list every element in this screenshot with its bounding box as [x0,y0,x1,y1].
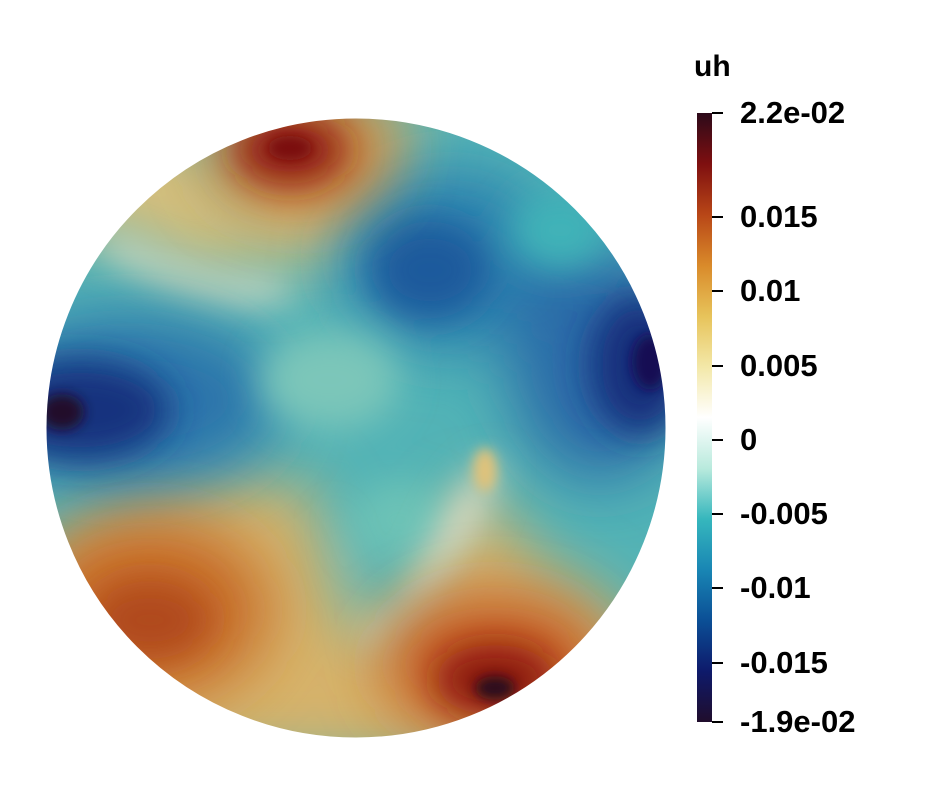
colorbar-tick-label: -0.01 [740,570,811,606]
colorbar-tick [712,438,723,441]
colorbar-tick-label: -0.015 [740,644,828,680]
colorbar-tick [712,290,723,293]
colorbar-title: uh [694,50,731,83]
colorbar-tick-label: 0.01 [740,273,801,309]
colorbar-tick [712,364,723,367]
colorbar-tick-label: 0.015 [740,198,818,234]
colorbar-tick [712,661,723,664]
colorbar-tick-label: 0.005 [740,347,818,383]
colorbar-tick [712,112,723,114]
colorbar-gradient[interactable] [697,113,712,722]
colorbar-tick [712,513,723,516]
disk-outline [45,117,667,739]
colorbar-tick [712,215,723,218]
colorbar-tick-label: -0.005 [740,496,828,532]
colorbar-tick-label: 0 [740,421,758,457]
colorbar-tick-label: -1.9e-02 [740,704,856,739]
colorbar-tick [712,721,723,723]
colorbar-tick-label: 2.2e-02 [740,95,846,130]
colorbar-tick [712,587,723,590]
